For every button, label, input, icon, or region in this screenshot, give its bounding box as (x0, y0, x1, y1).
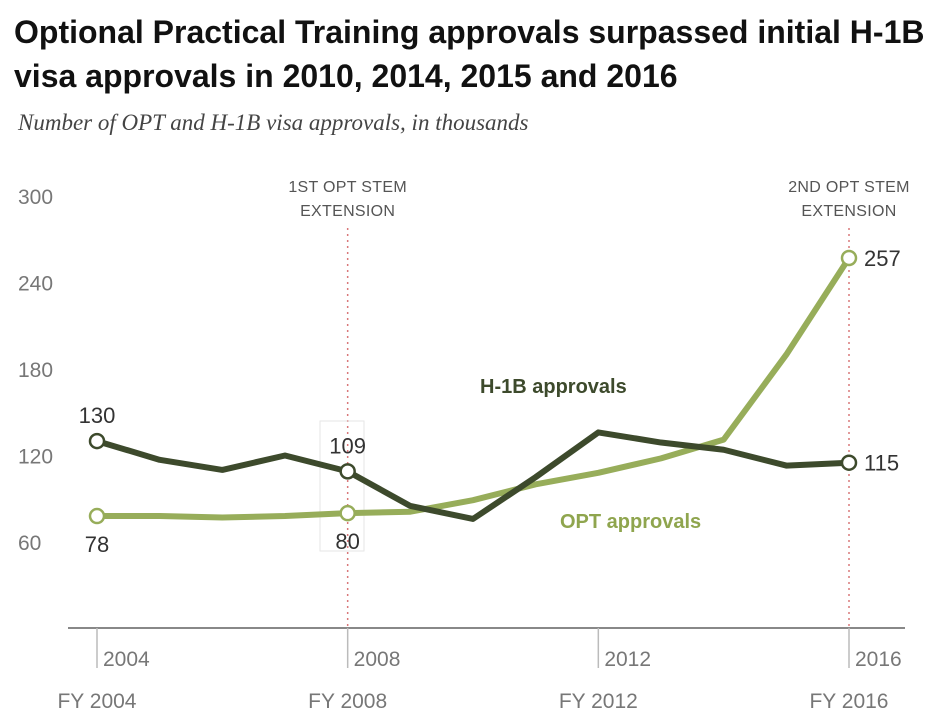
data-label: 109 (329, 433, 366, 458)
series-label-opt: OPT approvals (560, 511, 701, 533)
annotation-text: 1ST OPT STEM (288, 179, 407, 196)
data-label: 130 (79, 403, 116, 428)
y-tick-label: 60 (18, 532, 41, 555)
data-label: 257 (864, 246, 901, 271)
series-label-h1b: H-1B approvals (480, 376, 627, 398)
chart-subtitle: Number of OPT and H-1B visa approvals, i… (18, 110, 529, 135)
x-tick-label-fy: FY 2012 (559, 690, 638, 713)
data-point (339, 463, 356, 480)
x-tick-label-year: 2016 (855, 648, 902, 671)
chart-title: Optional Practical Training approvals su… (14, 14, 925, 94)
x-tick-label-year: 2008 (354, 648, 401, 671)
label-box (319, 420, 365, 552)
data-point (840, 249, 858, 267)
x-tick-label-year: 2012 (604, 648, 651, 671)
y-tick-label: 240 (18, 273, 53, 296)
data-point (339, 504, 356, 522)
annotation-text: 2ND OPT STEM (788, 179, 910, 196)
data-label: 78 (85, 532, 109, 557)
data-point (88, 507, 106, 525)
x-tick-label-fy: FY 2004 (57, 690, 136, 713)
data-point (840, 454, 858, 471)
annotation-text: EXTENSION (801, 203, 896, 220)
y-tick-label: 180 (18, 359, 53, 382)
x-tick-label-year: 2004 (103, 648, 150, 671)
series-line-opt (94, 254, 852, 521)
data-label: 115 (864, 451, 899, 476)
data-point (88, 432, 106, 450)
y-tick-label: 120 (18, 446, 53, 469)
data-label: 80 (335, 529, 359, 554)
y-tick-label: 300 (18, 186, 53, 209)
x-tick-label-fy: FY 2008 (308, 690, 387, 713)
x-tick-label-fy: FY 2016 (809, 690, 888, 713)
series-line-h1b (94, 429, 852, 522)
annotation-text: EXTENSION (300, 203, 395, 220)
